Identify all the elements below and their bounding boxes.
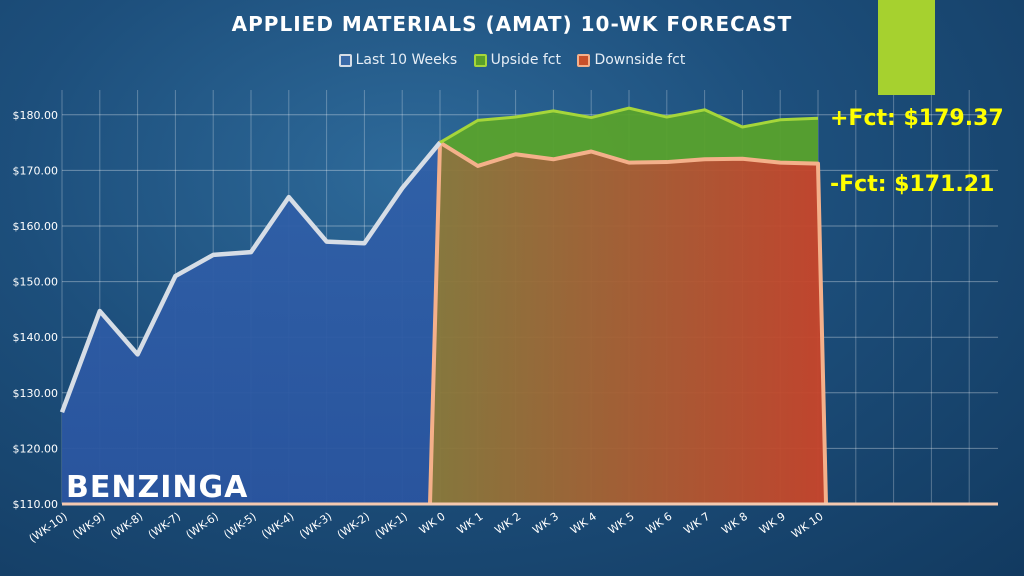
line-downside-fct	[428, 140, 828, 505]
chart-areas	[62, 108, 826, 504]
x-tick-label: (WK-8)	[108, 510, 145, 542]
y-tick-label: $180.00	[13, 109, 59, 122]
area-downside-fct	[430, 142, 826, 504]
legend-swatch-downside-fct	[577, 53, 591, 67]
x-tick-label: (WK-5)	[221, 510, 258, 542]
x-tick-label: (WK-10)	[27, 510, 70, 546]
x-tick-label: (WK-6)	[184, 510, 221, 542]
line-last-10-weeks	[59, 141, 442, 414]
x-tick-label: WK 7	[681, 510, 712, 537]
x-tick-label: WK 6	[644, 510, 675, 537]
y-axis-ticks: $110.00 $120.00 $130.00 $140.00 $150.00 $160.…	[13, 109, 59, 511]
y-tick-label: $150.00	[13, 276, 59, 289]
legend-item-downside-fct[interactable]: Downside fct	[577, 52, 685, 68]
x-tick-label: (WK-1)	[373, 510, 410, 542]
x-tick-label: WK 2	[492, 510, 523, 537]
x-tick-label: (WK-3)	[297, 510, 334, 542]
legend-swatch-last-10-weeks	[338, 53, 352, 67]
x-tick-label: WK 8	[719, 510, 750, 537]
legend-label-last-10-weeks: Last 10 Weeks	[355, 52, 458, 68]
x-tick-label: WK 4	[568, 510, 599, 537]
chart-lines	[59, 106, 998, 506]
y-tick-label: $140.00	[13, 331, 59, 344]
y-tick-label: $130.00	[13, 387, 59, 400]
x-tick-label: WK 3	[530, 510, 561, 537]
y-tick-label: $110.00	[13, 498, 59, 511]
brand-logo: BENZINGA	[66, 470, 249, 505]
y-tick-label: $170.00	[13, 164, 59, 177]
line-upside-fct	[439, 106, 819, 144]
area-last-10-weeks	[62, 142, 440, 504]
legend-label-downside-fct: Downside fct	[594, 52, 686, 68]
x-tick-label: (WK-4)	[259, 510, 296, 542]
x-tick-label: WK 10	[789, 510, 826, 541]
y-tick-label: $120.00	[13, 442, 59, 455]
x-tick-label: WK 5	[606, 510, 637, 537]
x-axis-ticks: (WK-10) (WK-9) (WK-8) (WK-7) (WK-6) (WK-5) (WK…	[27, 510, 826, 546]
legend-label-upside-fct: Upside fct	[490, 52, 561, 68]
x-tick-label: (WK-9)	[70, 510, 107, 542]
area-upside-fct	[440, 108, 818, 166]
downside-forecast-label: -Fct: $171.21	[830, 172, 995, 197]
x-tick-label: WK 0	[417, 510, 448, 537]
chart-legend: Last 10 Weeks Upside fct Downside fct	[0, 52, 1024, 68]
y-tick-label: $160.00	[13, 220, 59, 233]
chart-title: APPLIED MATERIALS (AMAT) 10-WK FORECAST	[231, 12, 793, 36]
legend-item-upside-fct[interactable]: Upside fct	[473, 52, 561, 68]
x-tick-label: WK 1	[455, 510, 486, 537]
legend-item-last-10-weeks[interactable]: Last 10 Weeks	[338, 52, 458, 68]
legend-swatch-upside-fct	[473, 53, 487, 67]
accent-bar	[878, 0, 935, 95]
upside-forecast-label: +Fct: $179.37	[830, 106, 1004, 131]
x-tick-label: (WK-7)	[146, 510, 183, 542]
x-tick-label: (WK-2)	[335, 510, 372, 542]
x-tick-label: WK 9	[757, 510, 788, 537]
